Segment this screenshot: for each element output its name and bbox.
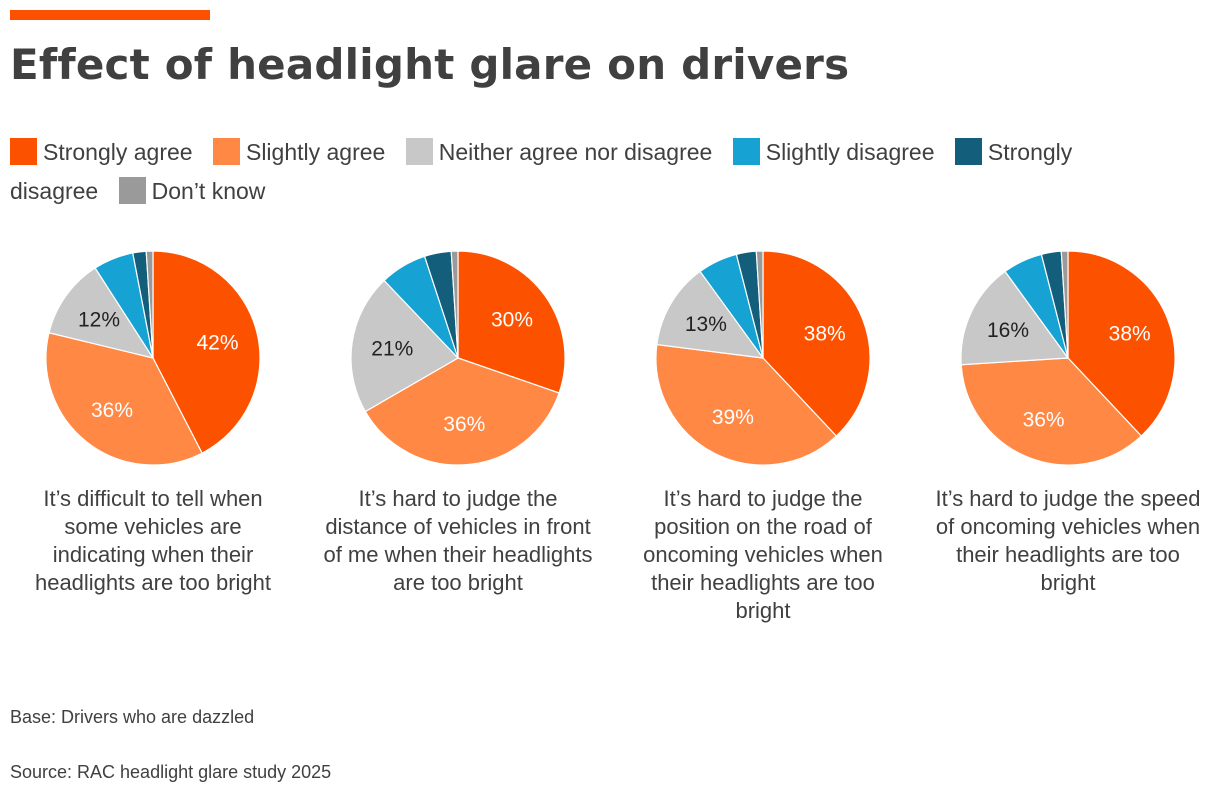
legend-item-slightly-disagree: Slightly disagree (732, 138, 935, 165)
pie-4-slice-strongly-agree (1067, 250, 1176, 437)
legend-item-strongly-disagree: Strongly disagree (10, 138, 1073, 204)
pie-4-slice-slightly-agree (960, 357, 1143, 466)
legend-swatch (732, 138, 760, 165)
pie-1-slice-slightly-agree (45, 332, 203, 466)
legend-label: Slightly disagree (765, 139, 935, 165)
pie-1-slice-dont-know (145, 250, 154, 359)
pie-3-label-slightly-agree: 39% (712, 406, 754, 429)
legend-label: Don’t know (151, 178, 266, 204)
legend-item-slightly-agree: Slightly agree (212, 138, 386, 165)
source-note: Source: RAC headlight glare study 2025 (10, 762, 332, 782)
pie-caption-4: It’s hard to judge the speed of oncoming… (935, 486, 1201, 595)
pie-caption-3: It’s hard to judge the position on the r… (643, 486, 883, 623)
legend-swatch (212, 138, 240, 165)
base-note: Base: Drivers who are dazzled (10, 707, 255, 727)
pie-3-slice-dont-know (755, 250, 764, 359)
pie-4-label-neither: 16% (987, 319, 1029, 342)
pie-1-label-slightly-agree: 36% (91, 399, 133, 422)
pie-1-slice-strongly-agree (152, 250, 261, 454)
pie-3-slice-neither (656, 270, 765, 359)
legend-swatch (954, 138, 982, 165)
legend-label: Strongly disagree (10, 139, 1073, 204)
pie-4-slice-neither (960, 270, 1070, 366)
legend-swatch (118, 177, 146, 204)
pie-2-slice-slightly-agree (364, 357, 560, 466)
pie-4-label-slightly-agree: 36% (1023, 409, 1065, 432)
legend-swatch (10, 138, 37, 165)
legend-item-dont-know: Don’t know (118, 177, 266, 204)
accent-bar (10, 10, 210, 20)
pie-4-slice-dont-know (1060, 250, 1069, 359)
pie-2-label-strongly-agree: 30% (491, 309, 533, 332)
chart-title: Effect of headlight glare on drivers (10, 40, 850, 89)
pie-1-slice-neither (48, 267, 155, 359)
pie-3-label-strongly-agree: 38% (804, 323, 846, 346)
legend-item-neither: Neither agree nor disagree (405, 138, 713, 165)
pie-2-slice-dont-know (450, 250, 459, 359)
pie-4-label-strongly-agree: 38% (1109, 323, 1151, 346)
legend: Strongly agree Slightly agree Neither ag… (10, 133, 1140, 211)
pie-3-label-neither: 13% (685, 313, 727, 336)
pie-caption-2: It’s hard to judge the distance of vehic… (323, 486, 593, 595)
pie-2-slice-strongly-agree (457, 250, 566, 394)
legend-swatch (405, 138, 433, 165)
pie-2-slice-neither (350, 279, 459, 413)
legend-label: Slightly agree (245, 139, 386, 165)
legend-item-strongly-agree: Strongly agree (10, 138, 193, 165)
pie-3-slice-slightly-agree (655, 343, 838, 466)
pie-2-label-neither: 21% (371, 338, 413, 361)
pie-1-label-strongly-agree: 42% (196, 331, 238, 354)
legend-label: Strongly agree (43, 139, 193, 165)
legend-label: Neither agree nor disagree (438, 139, 713, 165)
pie-1-label-neither: 12% (78, 309, 120, 332)
pie-3-slice-strongly-agree (762, 250, 871, 437)
pie-2-label-slightly-agree: 36% (443, 413, 485, 436)
pie-caption-1: It’s difficult to tell when some vehicle… (34, 486, 272, 595)
